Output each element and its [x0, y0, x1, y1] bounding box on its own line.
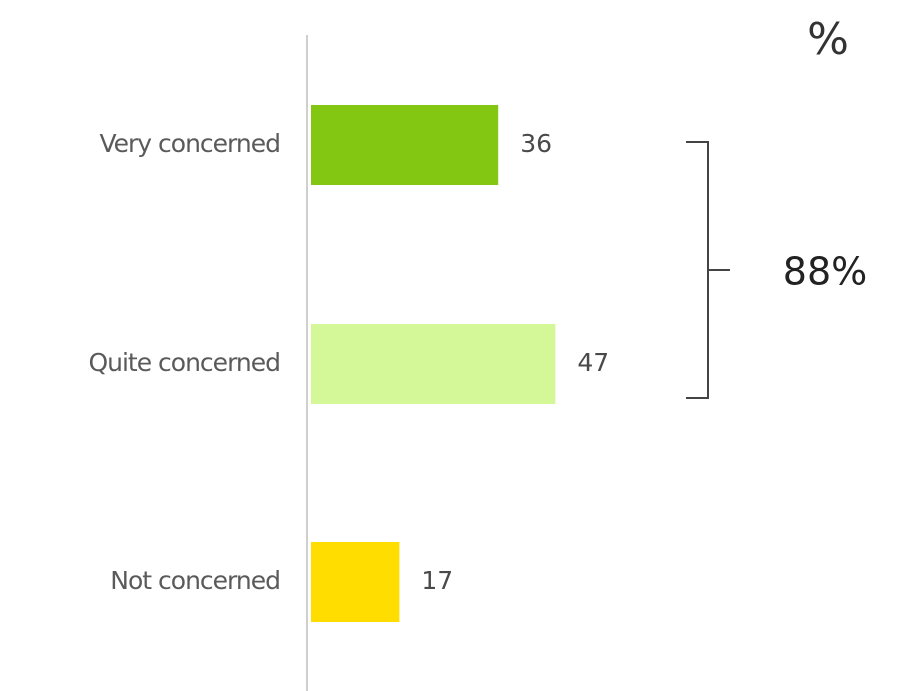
- bar: [311, 324, 556, 404]
- category-label: Very concerned: [99, 129, 280, 158]
- bracket: [686, 141, 730, 399]
- bar: [311, 542, 400, 622]
- bar: [311, 105, 499, 185]
- category-label: Quite concerned: [88, 348, 280, 377]
- unit-label: %: [807, 14, 849, 65]
- value-label: 17: [421, 566, 453, 595]
- category-label: Not concerned: [110, 566, 280, 595]
- annotation: 88%: [783, 250, 867, 294]
- value-label: 47: [577, 348, 609, 377]
- value-label: 36: [520, 129, 552, 158]
